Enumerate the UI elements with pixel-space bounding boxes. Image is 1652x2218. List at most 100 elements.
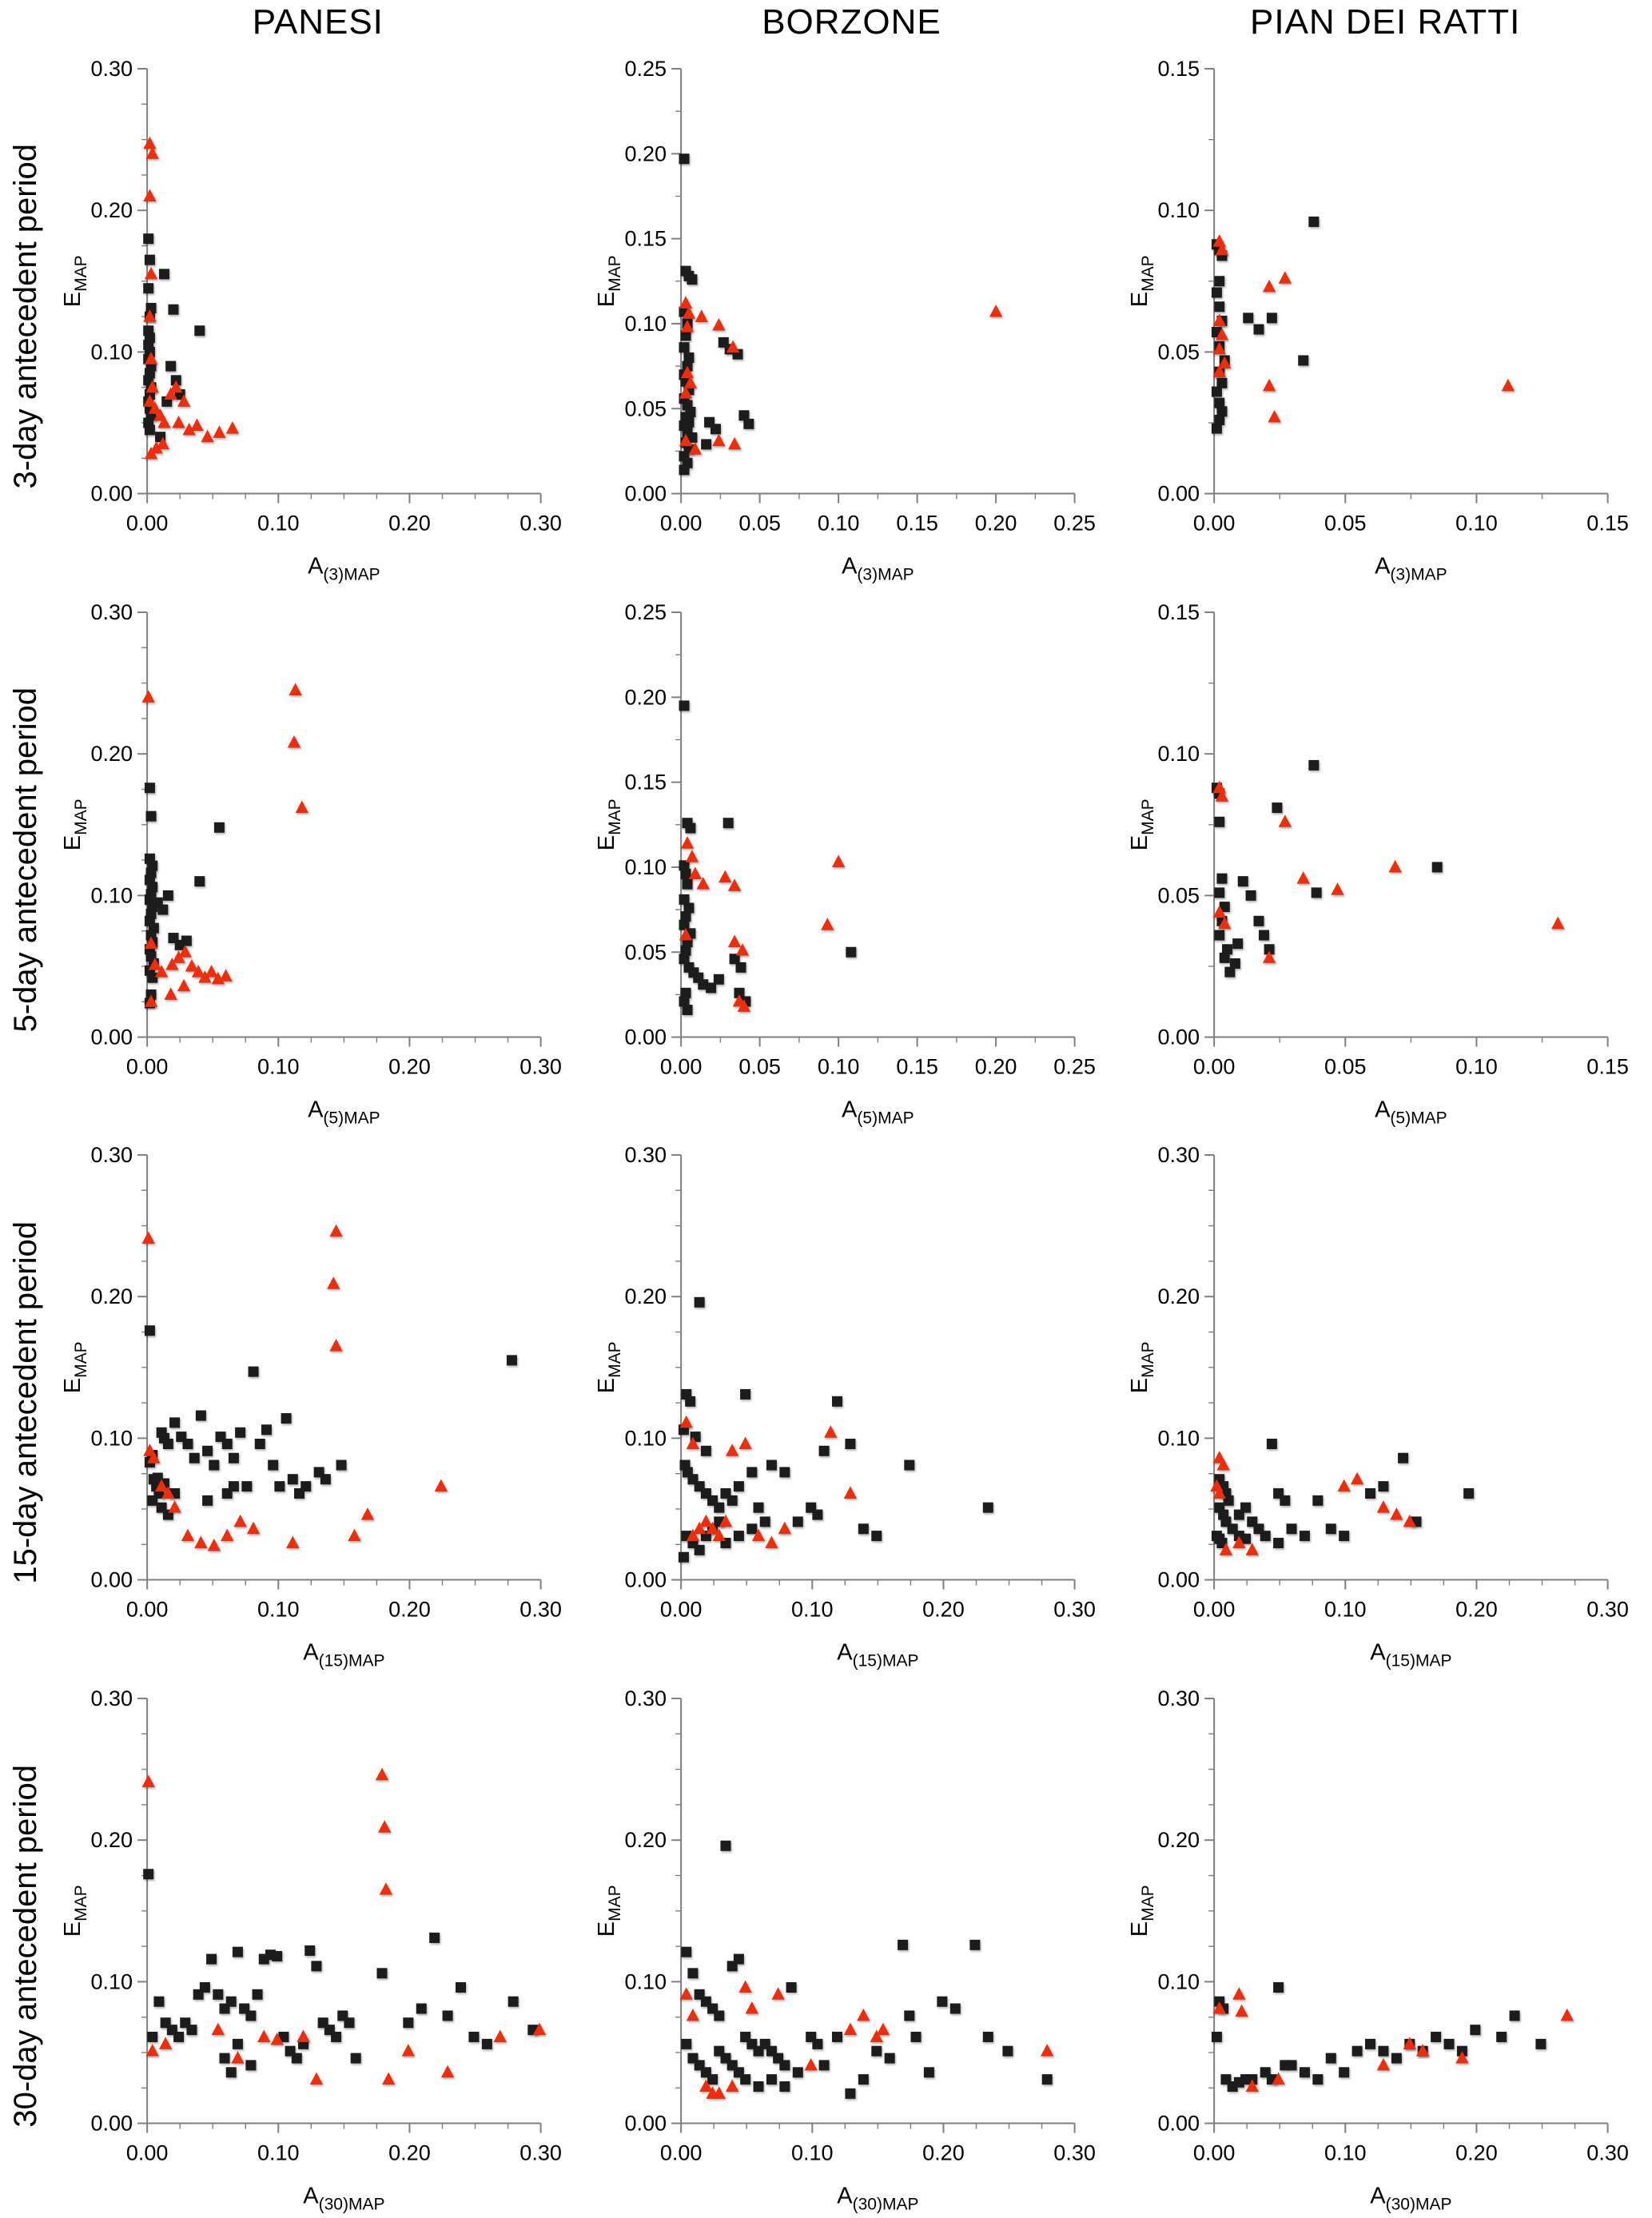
panel-5day-pian-dei-ratti: 0.00 0.05 0.10 0.15 0.00 0.05 0.10 0.15 EMAP A(… (1118, 588, 1652, 1132)
x-axis-label: A(5)MAP (308, 1097, 380, 1127)
svg-text:0.00: 0.00 (126, 512, 169, 536)
column-title-panesi: PANESI (252, 2, 384, 42)
svg-text:0.00: 0.00 (659, 1598, 702, 1622)
row-label-text: 5-day antecedent period (7, 687, 43, 1033)
red-triangles-series (679, 1980, 1054, 2099)
svg-text:0.20: 0.20 (974, 512, 1017, 536)
svg-text:0.30: 0.30 (1053, 1598, 1096, 1622)
svg-text:0.10: 0.10 (91, 1969, 133, 1993)
x-axis-label: A(3)MAP (842, 554, 914, 584)
black-squares-series (1212, 759, 1443, 978)
panel-3day-pian-dei-ratti: 0.00 0.05 0.10 0.15 0.00 0.05 0.10 0.15 EMAP A(… (1118, 45, 1652, 588)
svg-text:0.10: 0.10 (91, 883, 133, 907)
scatter-plot: 0.00 0.10 0.20 0.30 0.00 0.10 0.20 0.30 EMAP A(… (1127, 1686, 1629, 2214)
x-axis-label: A(15)MAP (1371, 1640, 1452, 1670)
svg-text:0.10: 0.10 (1455, 1054, 1498, 1078)
svg-text:0.10: 0.10 (1324, 1598, 1367, 1622)
svg-text:0.20: 0.20 (624, 1828, 667, 1852)
panel-5day-panesi: 0.00 0.10 0.20 0.30 0.00 0.10 0.20 0.30 EMAP A(… (51, 588, 585, 1132)
svg-text:0.20: 0.20 (1158, 1285, 1200, 1309)
red-triangles-series (1210, 1451, 1417, 1556)
svg-text:0.00: 0.00 (624, 1025, 667, 1049)
black-squares-series (1212, 216, 1320, 434)
panel-30day-borzone: 0.00 0.10 0.20 0.30 0.00 0.10 0.20 0.30 EMAP A(… (585, 1674, 1119, 2218)
svg-text:0.20: 0.20 (91, 1828, 133, 1852)
x-axis-label: A(3)MAP (1375, 554, 1447, 584)
svg-text:0.20: 0.20 (91, 742, 133, 766)
svg-text:0.20: 0.20 (388, 1054, 431, 1078)
svg-text:0.00: 0.00 (1193, 1598, 1236, 1622)
svg-text:0.30: 0.30 (91, 1143, 133, 1167)
svg-text:0.10: 0.10 (817, 512, 859, 536)
svg-text:0.05: 0.05 (1324, 1054, 1367, 1078)
row-label-text: 15-day antecedent period (7, 1221, 43, 1585)
svg-text:0.10: 0.10 (624, 1427, 667, 1451)
row-label-text: 3-day antecedent period (7, 144, 43, 489)
svg-text:0.10: 0.10 (257, 1598, 300, 1622)
svg-text:0.30: 0.30 (624, 1143, 667, 1167)
svg-text:0.20: 0.20 (1158, 1828, 1200, 1852)
svg-text:0.30: 0.30 (1158, 1143, 1200, 1167)
svg-text:0.00: 0.00 (659, 512, 702, 536)
svg-text:0.20: 0.20 (624, 1285, 667, 1309)
svg-text:0.00: 0.00 (126, 2141, 169, 2165)
svg-text:0.30: 0.30 (91, 600, 133, 624)
row-label-30day: 30-day antecedent period (0, 1674, 51, 2218)
svg-text:0.00: 0.00 (126, 1598, 169, 1622)
svg-text:0.10: 0.10 (1455, 512, 1498, 536)
svg-text:0.30: 0.30 (1053, 2141, 1096, 2165)
svg-text:0.15: 0.15 (1587, 1054, 1630, 1078)
x-axis-label: A(30)MAP (1371, 2184, 1452, 2214)
svg-text:0.30: 0.30 (91, 57, 133, 81)
row-label-15day: 15-day antecedent period (0, 1131, 51, 1674)
svg-text:0.00: 0.00 (1158, 1568, 1200, 1592)
red-triangles-series (1212, 1987, 1574, 2093)
black-squares-series (1212, 1439, 1475, 1549)
red-triangles-series (679, 296, 1002, 455)
scatter-plot: 0.00 0.05 0.10 0.15 0.00 0.05 0.10 0.15 EMAP A(… (1127, 600, 1630, 1128)
black-squares-series (144, 1325, 517, 1520)
row-label-5day: 5-day antecedent period (0, 588, 51, 1132)
svg-text:0.25: 0.25 (1053, 1054, 1096, 1078)
scatter-plot: 0.00 0.10 0.20 0.30 0.00 0.10 0.20 0.30 EMAP A(… (60, 1143, 562, 1670)
x-axis-label: A(15)MAP (837, 1640, 918, 1670)
panel-3day-borzone: 0.00 0.05 0.10 0.15 0.20 0.25 0.00 0.05 0.10 0.15… (585, 45, 1119, 588)
red-triangles-series (141, 683, 309, 1007)
x-axis-label: A(30)MAP (303, 2184, 384, 2214)
scatter-plot: 0.00 0.05 0.10 0.15 0.20 0.25 0.00 0.05 0.10 0.15… (594, 57, 1096, 584)
panel-15day-pian-dei-ratti: 0.00 0.10 0.20 0.30 0.00 0.10 0.20 0.30 EMAP A(… (1118, 1131, 1652, 1674)
red-triangles-series (1212, 234, 1515, 423)
svg-text:0.30: 0.30 (519, 1054, 562, 1078)
y-axis-label: EMAP (60, 1342, 90, 1394)
y-axis-label: EMAP (60, 255, 90, 307)
svg-text:0.10: 0.10 (624, 312, 667, 336)
scatter-plot: 0.00 0.05 0.10 0.15 0.00 0.05 0.10 0.15 EMAP A(… (1127, 57, 1629, 584)
svg-text:0.10: 0.10 (91, 1427, 133, 1451)
y-axis-label: EMAP (1127, 255, 1157, 307)
y-axis-label: EMAP (594, 1342, 624, 1394)
red-triangles-series (1212, 780, 1565, 963)
svg-text:0.00: 0.00 (126, 1054, 169, 1078)
panel-30day-panesi: 0.00 0.10 0.20 0.30 0.00 0.10 0.20 0.30 EMAP A(… (51, 1674, 585, 2218)
svg-text:0.15: 0.15 (1158, 600, 1200, 624)
svg-text:0.10: 0.10 (91, 340, 133, 364)
svg-text:0.00: 0.00 (624, 1568, 667, 1592)
svg-text:0.00: 0.00 (91, 482, 133, 506)
svg-text:0.30: 0.30 (624, 1686, 667, 1710)
svg-text:0.00: 0.00 (1158, 482, 1200, 506)
x-axis-label: A(15)MAP (303, 1640, 384, 1670)
svg-text:0.00: 0.00 (91, 1568, 133, 1592)
black-squares-series (679, 700, 856, 1015)
x-axis-label: A(5)MAP (1375, 1097, 1447, 1127)
red-triangles-series (141, 1767, 547, 2085)
svg-text:0.30: 0.30 (1587, 1598, 1630, 1622)
scatter-plot: 0.00 0.05 0.10 0.15 0.20 0.25 0.00 0.05 0.10 0.15… (594, 600, 1096, 1128)
svg-text:0.10: 0.10 (257, 2141, 300, 2165)
svg-text:0.30: 0.30 (519, 1598, 562, 1622)
svg-text:0.10: 0.10 (1158, 198, 1200, 222)
y-axis-label: EMAP (594, 1885, 624, 1937)
svg-text:0.10: 0.10 (624, 1969, 667, 1993)
svg-text:0.10: 0.10 (1158, 742, 1200, 766)
red-triangles-series (679, 1416, 857, 1549)
svg-text:0.20: 0.20 (624, 685, 667, 709)
